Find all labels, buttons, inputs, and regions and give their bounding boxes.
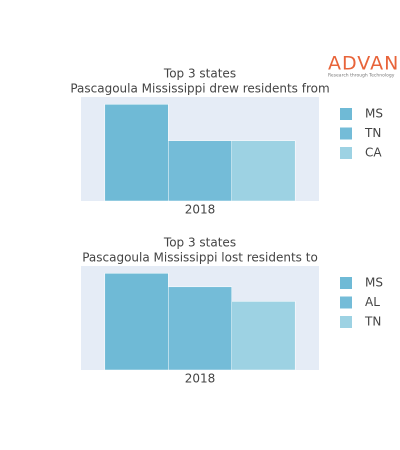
bar — [231, 301, 296, 371]
chart-title: Top 3 states — [163, 236, 236, 250]
x-tick-label: 2018 — [185, 203, 216, 217]
logo-name: ADVAN — [328, 53, 399, 75]
chart-subtitle: Pascagoula Mississippi lost residents to — [82, 251, 318, 265]
bar — [168, 140, 232, 202]
legend-label: MS — [365, 107, 383, 121]
legend-swatch — [340, 108, 352, 120]
bar — [104, 273, 169, 371]
legend-label: AL — [365, 295, 380, 309]
chart-title: Top 3 states — [163, 67, 236, 81]
logo-tagline: Research through Technology — [328, 73, 395, 79]
legend-swatch — [340, 296, 352, 309]
legend-label: MS — [365, 276, 383, 290]
legend-label: TN — [364, 315, 381, 329]
x-tick-label: 2018 — [185, 372, 216, 386]
legend-swatch — [340, 316, 352, 328]
bar — [104, 104, 169, 202]
legend-swatch — [340, 127, 352, 140]
legend-label: CA — [365, 146, 382, 160]
bar — [231, 140, 296, 202]
legend-label: TN — [364, 126, 381, 140]
legend-swatch — [340, 277, 352, 289]
bar — [168, 286, 232, 371]
chart-subtitle: Pascagoula Mississippi drew residents fr… — [70, 82, 329, 96]
legend-swatch — [340, 147, 352, 159]
